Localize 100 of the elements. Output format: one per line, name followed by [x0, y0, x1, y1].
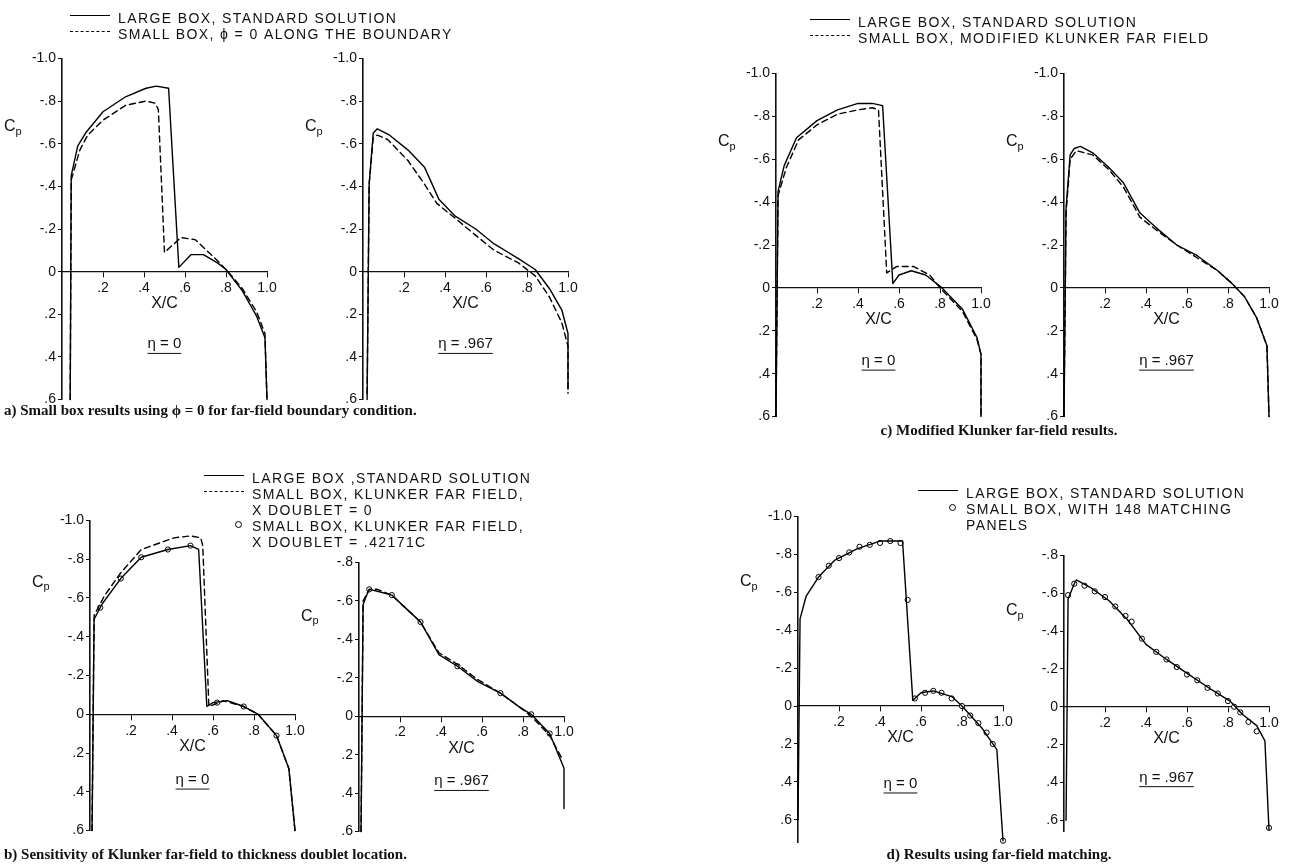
legend-label: SMALL BOX, WITH 148 MATCHING PANELS [966, 501, 1234, 533]
y-tick-label: .4 [72, 782, 85, 799]
x-tick-label: .6 [207, 721, 220, 738]
x-tick-label: .6 [1181, 295, 1194, 312]
annotation: η = 0 [883, 773, 918, 791]
y-tick-label: -.4 [336, 630, 354, 647]
x-tick-label: .4 [138, 278, 151, 295]
y-tick-label: .6 [341, 822, 354, 839]
y-tick-label: 0 [345, 707, 354, 724]
x-tick-label: .2 [398, 278, 411, 295]
y-tick-label: .6 [1046, 811, 1059, 828]
x-axis-title: X/C [865, 310, 892, 328]
x-tick-label: .8 [521, 278, 534, 295]
y-tick-label: 0 [784, 696, 793, 713]
x-tick-label: 1.0 [971, 295, 991, 312]
y-tick-label: .2 [341, 745, 354, 762]
x-tick-label: .2 [811, 295, 824, 312]
y-tick-label: .2 [758, 321, 771, 338]
y-tick-label: -.6 [775, 583, 793, 600]
x-tick-label: 1.0 [1259, 714, 1279, 730]
y-tick-label: -.2 [753, 235, 771, 252]
annotation: η = 0 [147, 334, 182, 352]
y-tick-label: .6 [780, 810, 793, 827]
y-tick-label: -.8 [753, 107, 771, 124]
y-tick-label: -.2 [39, 219, 57, 236]
x-tick-label: .4 [1140, 295, 1153, 312]
y-tick-label: -.8 [340, 91, 358, 108]
y-tick-label: -.2 [1041, 659, 1059, 676]
x-tick-label: .6 [480, 278, 493, 295]
y-tick-label: 0 [48, 262, 57, 279]
y-tick-label: .6 [1046, 407, 1059, 424]
y-tick-label: -.2 [1041, 235, 1059, 252]
y-tick-label: -1.0 [767, 507, 793, 524]
x-tick-label: .4 [166, 721, 179, 738]
x-tick-label: .8 [1222, 714, 1235, 730]
x-axis-title: X/C [1153, 310, 1180, 328]
y-tick-label: .4 [44, 347, 57, 364]
annotation: η = .967 [1139, 351, 1194, 369]
legend-label: SMALL BOX, ϕ = 0 ALONG THE BOUNDARY [118, 26, 453, 42]
y-tick-label: .6 [72, 821, 85, 838]
text: c) Modified Klunker far-field results. [879, 422, 1119, 439]
x-tick-label: .8 [956, 713, 969, 730]
y-tick-label: -1.0 [1033, 64, 1059, 81]
x-tick-label: .2 [1099, 714, 1112, 730]
x-axis-title: X/C [151, 294, 178, 312]
x-tick-label: .2 [97, 278, 110, 295]
y-tick-label: .4 [345, 347, 358, 364]
y-tick-label: .4 [758, 364, 771, 381]
legend-label: LARGE BOX, STANDARD SOLUTION [858, 14, 1138, 30]
y-tick-label: .2 [1046, 321, 1059, 338]
x-tick-label: .6 [476, 723, 489, 740]
legend-label: LARGE BOX, STANDARD SOLUTION [966, 485, 1246, 501]
y-tick-label: -.4 [775, 621, 793, 638]
y-tick-label: 0 [1050, 278, 1059, 295]
annotation: η = 0 [861, 351, 896, 369]
y-tick-label: -.8 [1041, 107, 1059, 124]
y-tick-label: .2 [72, 743, 85, 760]
x-tick-label: .4 [435, 723, 448, 740]
annotation: η = .967 [434, 771, 489, 789]
x-axis-title: X/C [179, 736, 206, 754]
y-tick-label: -.6 [336, 591, 354, 608]
x-tick-label: .2 [125, 721, 138, 738]
x-axis-title: X/C [1153, 729, 1180, 747]
x-tick-label: .4 [439, 278, 452, 295]
x-tick-label: 1.0 [554, 723, 574, 740]
y-tick-label: -.8 [67, 550, 85, 567]
x-axis-title: X/C [448, 738, 475, 756]
y-tick-label: -.6 [1041, 584, 1059, 601]
legend-label: SMALL BOX, KLUNKER FAR FIELD, X DOUBLET = 0 [252, 486, 525, 518]
legend-label: SMALL BOX, KLUNKER FAR FIELD, X DOUBLET = .42171C [252, 518, 525, 550]
x-tick-label: .4 [874, 713, 887, 730]
y-tick-label: -.8 [336, 553, 354, 570]
x-tick-label: .8 [934, 295, 947, 312]
x-tick-label: .6 [915, 713, 928, 730]
y-tick-label: -.6 [39, 134, 57, 151]
x-tick-label: .2 [394, 723, 407, 740]
legend-label: LARGE BOX, STANDARD SOLUTION [118, 10, 398, 26]
x-tick-label: 1.0 [1259, 295, 1279, 312]
y-tick-label: -1.0 [745, 64, 771, 81]
y-tick-label: 0 [1050, 697, 1059, 714]
y-tick-label: -.4 [1041, 192, 1059, 209]
y-tick-label: -1.0 [31, 49, 57, 66]
x-tick-label: .8 [248, 721, 261, 738]
y-tick-label: -.8 [39, 91, 57, 108]
y-tick-label: -.2 [336, 668, 354, 685]
y-tick-label: -.8 [775, 545, 793, 562]
x-tick-label: .8 [1222, 295, 1235, 312]
legend-label: LARGE BOX ,STANDARD SOLUTION [252, 470, 532, 486]
y-tick-label: -.4 [39, 177, 57, 194]
y-tick-label: .4 [1046, 773, 1059, 790]
y-tick-label: -.4 [340, 177, 358, 194]
y-tick-label: -.4 [1041, 621, 1059, 638]
annotation: η = .967 [1139, 767, 1194, 785]
x-tick-label: 1.0 [558, 278, 578, 295]
x-tick-label: .6 [893, 295, 906, 312]
y-tick-label: -.6 [753, 150, 771, 167]
x-tick-label: 1.0 [257, 278, 277, 295]
x-tick-label: 1.0 [993, 713, 1013, 730]
y-tick-label: -.6 [340, 134, 358, 151]
y-tick-label: -.6 [67, 588, 85, 605]
